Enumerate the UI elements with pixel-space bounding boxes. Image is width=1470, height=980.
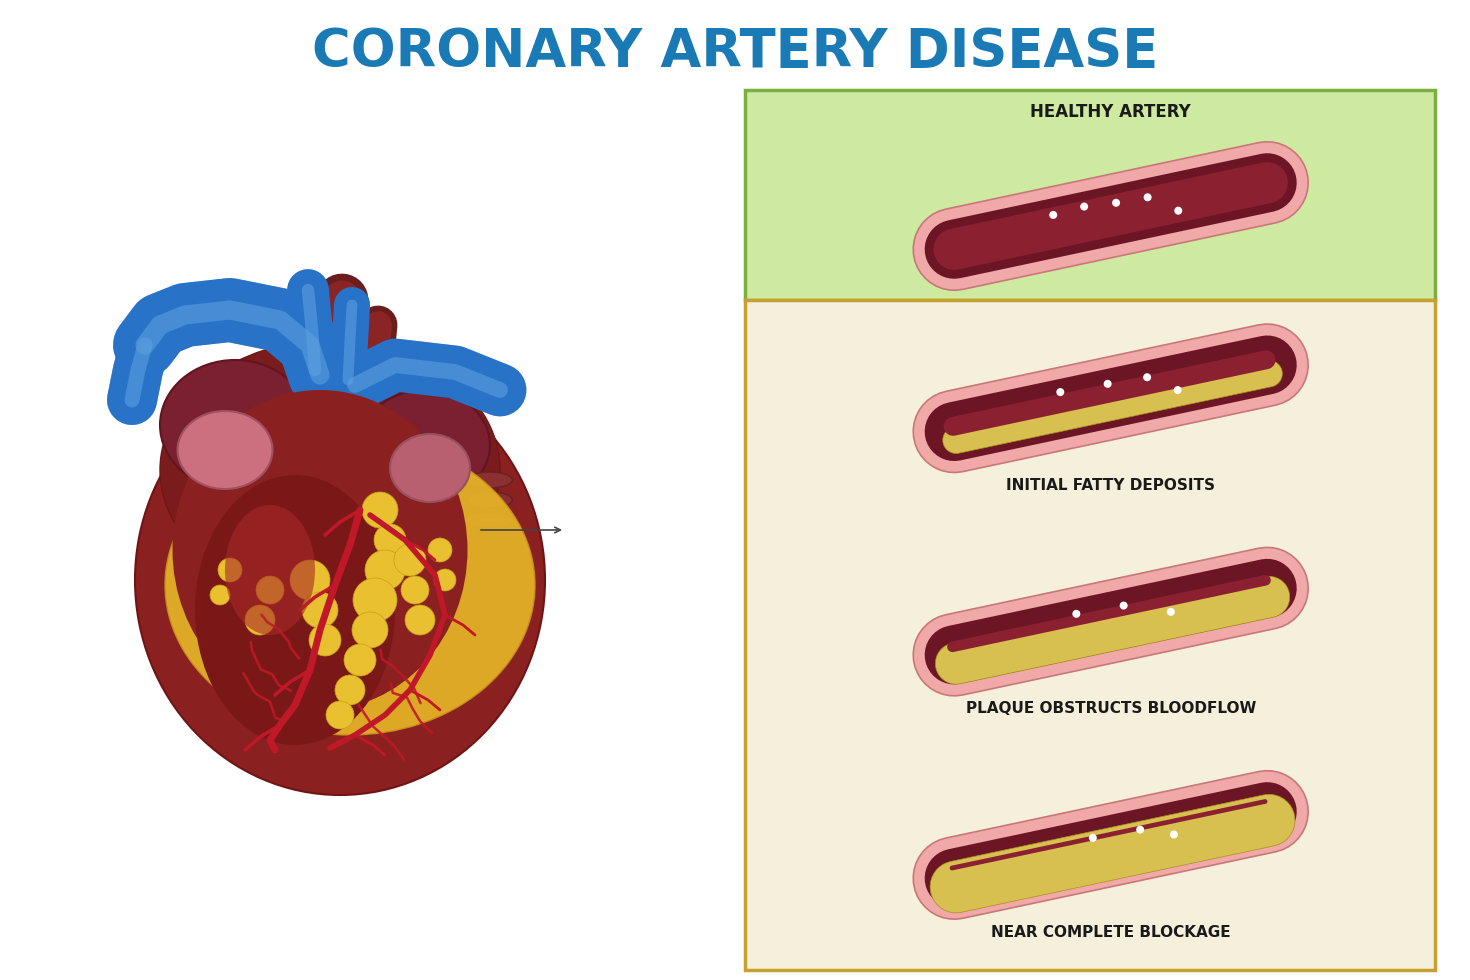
Circle shape <box>1173 386 1182 394</box>
Circle shape <box>1113 199 1120 207</box>
Circle shape <box>301 592 338 628</box>
Circle shape <box>401 576 429 604</box>
Polygon shape <box>925 782 1297 907</box>
FancyBboxPatch shape <box>745 300 1435 970</box>
Ellipse shape <box>360 390 490 500</box>
Circle shape <box>1167 608 1175 615</box>
Circle shape <box>1144 193 1151 201</box>
Circle shape <box>290 560 329 600</box>
Ellipse shape <box>178 411 272 489</box>
Ellipse shape <box>467 492 513 508</box>
Polygon shape <box>913 548 1308 696</box>
Circle shape <box>1057 388 1064 396</box>
Circle shape <box>351 612 388 648</box>
FancyBboxPatch shape <box>745 90 1435 300</box>
Ellipse shape <box>165 435 535 735</box>
Circle shape <box>1072 610 1080 617</box>
Polygon shape <box>935 576 1289 684</box>
Circle shape <box>1050 211 1057 219</box>
Ellipse shape <box>135 365 545 795</box>
Polygon shape <box>931 795 1295 912</box>
Circle shape <box>309 624 341 656</box>
Circle shape <box>210 585 229 605</box>
Text: NARROWING OR
BLOCKED CORONARY
ARTERY: NARROWING OR BLOCKED CORONARY ARTERY <box>329 505 470 556</box>
Circle shape <box>428 538 451 562</box>
Polygon shape <box>933 162 1288 270</box>
Ellipse shape <box>172 390 467 710</box>
Ellipse shape <box>390 434 470 502</box>
Polygon shape <box>925 153 1297 278</box>
Polygon shape <box>913 324 1308 472</box>
Polygon shape <box>950 799 1267 870</box>
Circle shape <box>434 569 456 591</box>
Text: HEALTHY ARTERY: HEALTHY ARTERY <box>1030 103 1191 121</box>
Polygon shape <box>913 142 1308 290</box>
Circle shape <box>394 544 426 576</box>
Circle shape <box>1144 373 1151 381</box>
Circle shape <box>245 605 275 635</box>
Circle shape <box>218 558 243 582</box>
Text: NEAR COMPLETE BLOCKAGE: NEAR COMPLETE BLOCKAGE <box>991 924 1230 940</box>
Circle shape <box>1089 834 1097 842</box>
Ellipse shape <box>467 512 513 528</box>
Circle shape <box>1136 825 1144 834</box>
Text: INITIAL FATTY DEPOSITS: INITIAL FATTY DEPOSITS <box>1005 478 1216 493</box>
Polygon shape <box>942 361 1282 454</box>
Ellipse shape <box>225 505 315 635</box>
Circle shape <box>1170 830 1177 839</box>
Circle shape <box>406 605 435 635</box>
Text: PLAQUE OBSTRUCTS BLOODFLOW: PLAQUE OBSTRUCTS BLOODFLOW <box>966 702 1255 716</box>
Circle shape <box>335 675 365 705</box>
Ellipse shape <box>196 475 395 745</box>
Polygon shape <box>944 351 1276 436</box>
Polygon shape <box>947 575 1270 652</box>
Text: CORONARY ARTERY DISEASE: CORONARY ARTERY DISEASE <box>312 26 1158 78</box>
Circle shape <box>1120 602 1127 610</box>
Circle shape <box>1175 207 1182 215</box>
Polygon shape <box>925 559 1297 684</box>
Circle shape <box>1104 380 1111 388</box>
Circle shape <box>326 701 354 729</box>
Polygon shape <box>925 335 1297 461</box>
Polygon shape <box>913 770 1308 919</box>
Circle shape <box>365 550 406 590</box>
Circle shape <box>373 524 406 556</box>
Circle shape <box>256 576 284 604</box>
Ellipse shape <box>467 472 513 488</box>
Circle shape <box>1080 203 1088 211</box>
Circle shape <box>362 492 398 528</box>
Circle shape <box>344 644 376 676</box>
Ellipse shape <box>160 340 500 600</box>
Circle shape <box>353 578 397 622</box>
Ellipse shape <box>160 360 310 490</box>
